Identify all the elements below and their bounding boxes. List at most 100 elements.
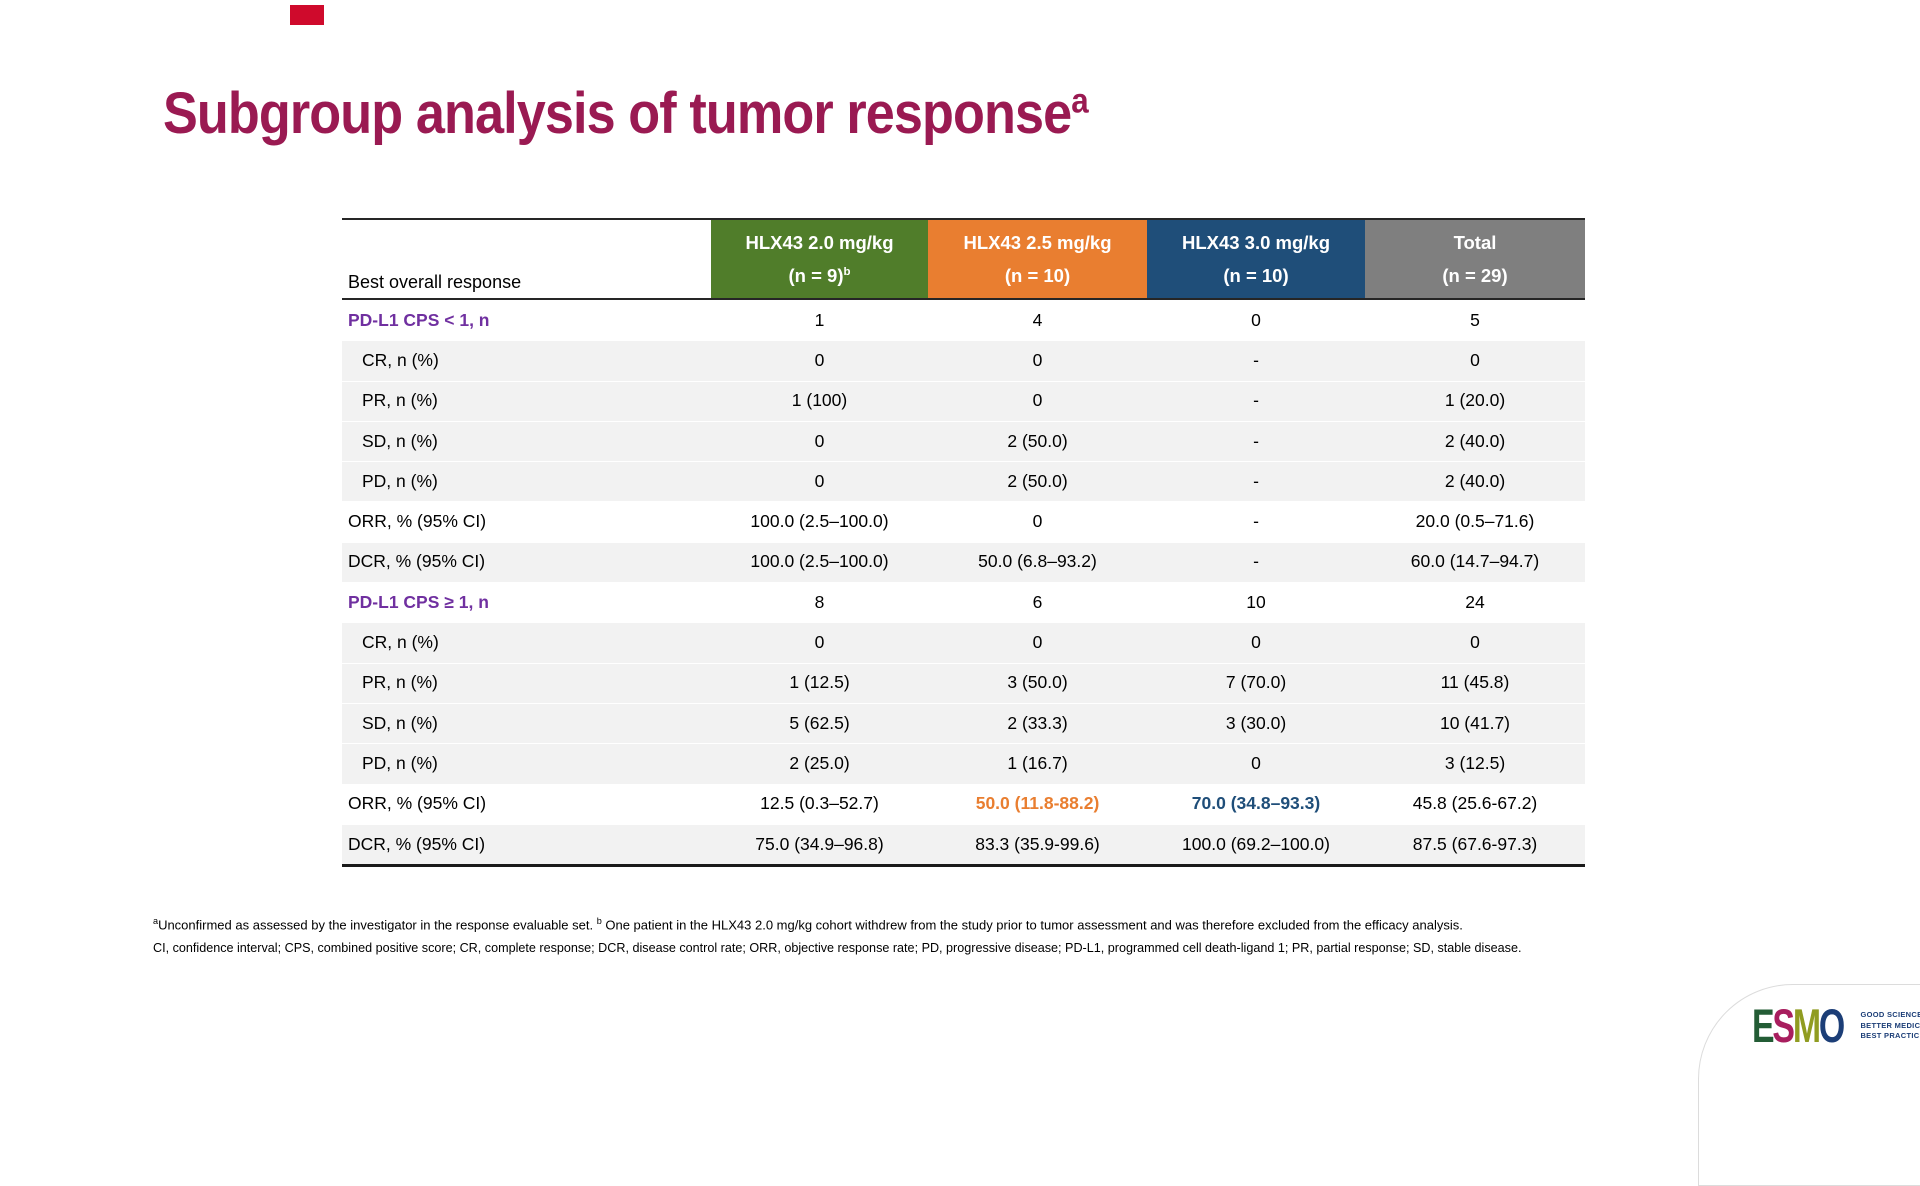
table-cell: 0 bbox=[814, 470, 825, 491]
esmo-logo-letter: S bbox=[1772, 999, 1795, 1052]
column-header: Total (n = 29) bbox=[1365, 220, 1585, 298]
row-header-cell: Best overall response bbox=[342, 220, 711, 298]
row-label: CR, n (%) bbox=[362, 349, 439, 370]
table-cell: 87.5 (67.6-97.3) bbox=[1412, 833, 1538, 854]
esmo-logo-letter: E bbox=[1752, 999, 1775, 1052]
table-cell: - bbox=[1253, 551, 1259, 572]
footnotes: aUnconfirmed as assessed by the investig… bbox=[153, 914, 1521, 955]
table-cell: 7 (70.0) bbox=[1225, 672, 1287, 693]
table-cell: 0 bbox=[1251, 632, 1261, 653]
table-cell: 50.0 (6.8–93.2) bbox=[978, 551, 1097, 572]
table-row: CR, n (%) 0 0 - 0 bbox=[342, 340, 1585, 381]
table-cell: 11 (45.8) bbox=[1440, 672, 1510, 693]
table-cell: 75.0 (34.9–96.8) bbox=[755, 833, 884, 854]
table-cell: 0 bbox=[1032, 349, 1043, 370]
esmo-logo-letters: ESMO bbox=[1752, 1002, 1845, 1049]
table-cell: 1 (100) bbox=[791, 390, 848, 411]
table-cell: 2 (33.3) bbox=[1007, 712, 1068, 733]
table-row: ORR, % (95% CI) 12.5 (0.3–52.7) 50.0 (11.8… bbox=[342, 783, 1585, 824]
table-cell: 3 (30.0) bbox=[1225, 712, 1287, 733]
table-cell: 100.0 (2.5–100.0) bbox=[750, 511, 889, 532]
esmo-tagline-line: BETTER MEDICINE bbox=[1860, 1020, 1920, 1030]
row-label: PD, n (%) bbox=[362, 470, 438, 491]
table-cell: 0 bbox=[1470, 632, 1480, 653]
table-cell: 100.0 (69.2–100.0) bbox=[1182, 833, 1330, 854]
esmo-logo-letter: M bbox=[1792, 999, 1821, 1052]
row-label: DCR, % (95% CI) bbox=[348, 833, 486, 854]
table-row: PD, n (%) 2 (25.0) 1 (16.7) 0 3 (12.5) bbox=[342, 743, 1585, 784]
column-header: HLX43 2.5 mg/kg (n = 10) bbox=[928, 220, 1147, 298]
table-cell: 45.8 (25.6-67.2) bbox=[1412, 793, 1538, 814]
table-cell: 0 bbox=[814, 632, 825, 653]
table-cell: 50.0 (11.8-88.2) bbox=[975, 793, 1100, 814]
table-cell: 0 bbox=[1032, 632, 1043, 653]
footnote-superscript-a: a bbox=[153, 916, 159, 926]
table-cell: 0 bbox=[1251, 309, 1261, 330]
table-cell: 70.0 (34.8–93.3) bbox=[1191, 793, 1321, 814]
table-cell: - bbox=[1253, 470, 1259, 491]
table-cell: 1 bbox=[814, 309, 825, 330]
page-title: Subgroup analysis of tumor responsea bbox=[163, 80, 1089, 147]
table-row: SD, n (%) 0 2 (50.0) - 2 (40.0) bbox=[342, 420, 1585, 462]
table-cell: 8 bbox=[814, 591, 825, 612]
table-cell: 0 bbox=[814, 349, 825, 370]
row-label: SD, n (%) bbox=[362, 712, 438, 733]
table-cell: - bbox=[1253, 390, 1259, 411]
table-cell: 0 bbox=[1470, 349, 1480, 370]
table-cell: - bbox=[1253, 430, 1259, 451]
table-body: PD-L1 CPS < 1, n 1 4 0 5 CR, n (%) 0 0 - 0 PR, n (… bbox=[342, 300, 1585, 868]
row-label: ORR, % (95% CI) bbox=[348, 793, 487, 814]
table-cell: 0 bbox=[1032, 390, 1043, 411]
row-label: PD-L1 CPS < 1, n bbox=[348, 309, 490, 330]
table-cell: 2 (25.0) bbox=[789, 752, 850, 773]
footnote-text-b: One patient in the HLX43 2.0 mg/kg cohor… bbox=[601, 917, 1463, 933]
table-cell: 6 bbox=[1032, 591, 1043, 612]
table-cell: 24 bbox=[1465, 591, 1485, 612]
table-cell: 60.0 (14.7–94.7) bbox=[1410, 551, 1540, 572]
table-cell: 2 (40.0) bbox=[1444, 430, 1506, 451]
table-row: DCR, % (95% CI) 100.0 (2.5–100.0) 50.0 (6.… bbox=[342, 541, 1585, 583]
footnote-text-a: Unconfirmed as assessed by the investiga… bbox=[158, 917, 597, 933]
table-cell: 3 (12.5) bbox=[1444, 752, 1506, 773]
table-cell: 100.0 (2.5–100.0) bbox=[750, 551, 889, 572]
table-cell: 4 bbox=[1032, 309, 1043, 330]
tumor-response-table: Best overall response HLX43 2.0 mg/kg (n … bbox=[342, 218, 1585, 868]
table-cell: 0 bbox=[1032, 511, 1043, 532]
column-header: HLX43 3.0 mg/kg (n = 10) bbox=[1147, 220, 1365, 298]
table-cell: 12.5 (0.3–52.7) bbox=[760, 793, 879, 814]
row-label: PR, n (%) bbox=[362, 390, 438, 411]
table-cell: 20.0 (0.5–71.6) bbox=[1415, 511, 1535, 532]
table-cell: 5 (62.5) bbox=[789, 712, 850, 733]
table-cell: 1 (12.5) bbox=[789, 672, 850, 693]
table-header-row: Best overall response HLX43 2.0 mg/kg (n … bbox=[342, 218, 1585, 300]
footnote-superscript-b: b bbox=[596, 916, 602, 926]
table-row: PD, n (%) 0 2 (50.0) - 2 (40.0) bbox=[342, 461, 1585, 502]
row-label: PR, n (%) bbox=[362, 672, 438, 693]
table-row: ORR, % (95% CI) 100.0 (2.5–100.0) 0 - 20.0 (… bbox=[342, 501, 1585, 542]
slide-accent-mark bbox=[290, 5, 324, 25]
page-title-text: Subgroup analysis of tumor response bbox=[163, 81, 1072, 146]
table-cell: 0 bbox=[1251, 752, 1261, 773]
row-label: PD-L1 CPS ≥ 1, n bbox=[348, 591, 489, 612]
row-label: DCR, % (95% CI) bbox=[348, 551, 486, 572]
table-cell: 83.3 (35.9-99.6) bbox=[975, 833, 1100, 854]
table-row: SD, n (%) 5 (62.5) 2 (33.3) 3 (30.0) 10 (41.… bbox=[342, 702, 1585, 744]
table-row: PR, n (%) 1 (12.5) 3 (50.0) 7 (70.0) 11 (45.… bbox=[342, 662, 1585, 703]
table-cell: 5 bbox=[1470, 309, 1480, 330]
table-cell: 1 (16.7) bbox=[1007, 752, 1068, 773]
column-header: HLX43 2.0 mg/kg (n = 9)b bbox=[711, 220, 928, 298]
table-cell: 2 (50.0) bbox=[1007, 470, 1068, 491]
footnote-line-1: aUnconfirmed as assessed by the investig… bbox=[153, 914, 1521, 932]
row-label: CR, n (%) bbox=[362, 632, 439, 653]
table-cell: - bbox=[1253, 349, 1259, 370]
footnote-line-2: CI, confidence interval; CPS, combined p… bbox=[153, 941, 1522, 956]
esmo-logo-letter: O bbox=[1818, 999, 1845, 1052]
esmo-tagline-line: BEST PRACTICE bbox=[1860, 1031, 1920, 1041]
table-row: CR, n (%) 0 0 0 0 bbox=[342, 622, 1585, 663]
table-cell: 2 (40.0) bbox=[1444, 470, 1506, 491]
table-cell: 0 bbox=[814, 430, 825, 451]
row-label: SD, n (%) bbox=[362, 430, 438, 451]
esmo-tagline-line: GOOD SCIENCE bbox=[1860, 1010, 1920, 1020]
